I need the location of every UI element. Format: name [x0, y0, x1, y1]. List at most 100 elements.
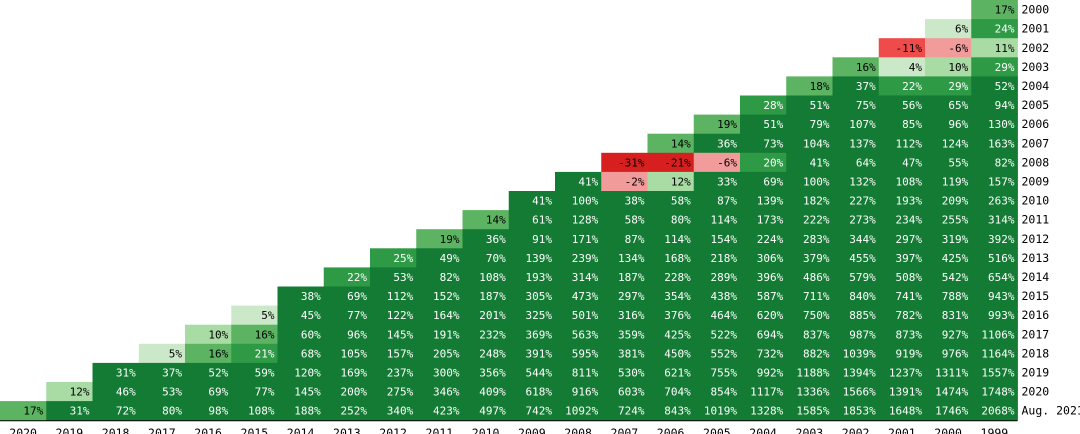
heatmap-cell [786, 229, 833, 249]
heatmap-cell [462, 229, 510, 249]
cell-value-label: 6% [955, 23, 969, 36]
heatmap-cell [925, 191, 972, 211]
heatmap-cell [370, 267, 417, 287]
cell-value-label: 187% [479, 290, 506, 303]
heatmap-cell [601, 210, 648, 230]
heatmap-cell [370, 343, 417, 364]
cell-value-label: 25% [393, 252, 413, 265]
heatmap-cell [925, 229, 972, 249]
cell-value-label: 134% [618, 252, 645, 265]
cell-value-label: 473% [572, 290, 599, 303]
heatmap-cell [647, 343, 695, 364]
column-label: 2007 [611, 426, 639, 434]
heatmap-cell [786, 362, 833, 383]
heatmap-cell [925, 114, 972, 135]
cell-value-label: 36% [486, 233, 506, 246]
cell-value-label: 992% [757, 366, 784, 379]
cell-value-label: 741% [896, 290, 923, 303]
cell-value-label: 145% [294, 386, 321, 399]
cell-value-label: 65% [948, 99, 968, 112]
cell-value-label: 17% [995, 4, 1015, 17]
heatmap-cell [601, 267, 648, 287]
cell-value-label: 248% [479, 347, 506, 360]
heatmap-cell [231, 305, 278, 326]
heatmap-cell [647, 229, 695, 249]
heatmap-cell [647, 210, 695, 230]
cell-value-label: 423% [433, 405, 460, 418]
heatmap-cell [462, 267, 510, 287]
heatmap-cell [971, 57, 1018, 77]
heatmap-cell [786, 171, 833, 192]
heatmap-cell [878, 38, 926, 58]
heatmap-cell [693, 210, 741, 230]
cell-value-label: 80% [162, 405, 182, 418]
cell-value-label: 82% [995, 156, 1015, 169]
cell-value-label: 1311% [935, 366, 968, 379]
heatmap-cell [231, 324, 278, 345]
cell-value-label: 60% [301, 328, 321, 341]
heatmap-cell [555, 248, 602, 268]
cell-value-label: 620% [757, 309, 784, 322]
cell-value-label: 843% [664, 405, 691, 418]
heatmap-cell [832, 191, 880, 211]
heatmap-cell [647, 171, 695, 192]
column-labels: 2020 2019 2018 2017 2016 2015 2014 2013 2012 2011… [0, 420, 1018, 434]
cell-value-label: 205% [433, 347, 460, 360]
heatmap-cell [740, 324, 787, 345]
cell-value-label: 283% [803, 233, 830, 246]
heatmap-cell [508, 286, 556, 306]
heatmap-cell [647, 324, 695, 345]
heatmap-cell [555, 210, 602, 230]
cell-value-label: 75% [856, 99, 876, 112]
heatmap-cell [925, 267, 972, 287]
heatmap-cell [971, 343, 1018, 364]
heatmap-cell [740, 152, 787, 173]
heatmap-cell [647, 267, 695, 287]
cell-value-label: 72% [116, 405, 136, 418]
heatmap-cell [370, 248, 417, 268]
cell-value-label: 69% [208, 386, 228, 399]
cell-value-label: 595% [572, 347, 599, 360]
heatmap-cell [462, 305, 510, 326]
cell-value-label: 228% [664, 271, 691, 284]
heatmap-cell [925, 95, 972, 115]
cell-value-label: 297% [896, 233, 923, 246]
heatmap-cell [185, 382, 232, 402]
heatmap-cell [46, 382, 93, 402]
heatmap-cell [555, 171, 602, 192]
column-label: 2009 [518, 426, 546, 434]
cell-value-label: 273% [849, 214, 876, 227]
heatmap-cell [647, 305, 695, 326]
heatmap-cell [370, 305, 417, 326]
heatmap-cell [878, 324, 926, 345]
heatmap-cell [323, 267, 371, 287]
heatmap-cell [647, 401, 695, 421]
heatmap-cell [740, 210, 787, 230]
cell-value-label: 1117% [750, 386, 783, 399]
heatmap-cell [416, 248, 463, 268]
heatmap-cell [693, 248, 741, 268]
heatmap-cell [277, 343, 325, 364]
cell-value-label: 16% [856, 61, 876, 74]
cell-value-label: 530% [618, 366, 645, 379]
heatmap-cell [693, 382, 741, 402]
column-label: 2020 [9, 426, 37, 434]
heatmap-cell [508, 191, 556, 211]
heatmap-cell [693, 324, 741, 345]
cell-value-label: 87% [625, 233, 645, 246]
column-label: 2002 [842, 426, 870, 434]
cell-value-label: 1092% [565, 405, 598, 418]
cell-value-label: 376% [664, 309, 691, 322]
cell-value-label: 522% [711, 328, 738, 341]
cell-value-label: -31% [618, 156, 645, 169]
cell-value-label: 788% [942, 290, 969, 303]
heatmap-cell [555, 382, 602, 402]
cell-value-label: 396% [757, 271, 784, 284]
heatmap-cell [601, 401, 648, 421]
cell-value-label: 305% [526, 290, 553, 303]
cell-value-label: 157% [988, 175, 1015, 188]
cell-value-label: 450% [664, 347, 691, 360]
cell-value-label: 21% [255, 347, 275, 360]
heatmap-cell [971, 114, 1018, 135]
heatmap-cell [647, 382, 695, 402]
